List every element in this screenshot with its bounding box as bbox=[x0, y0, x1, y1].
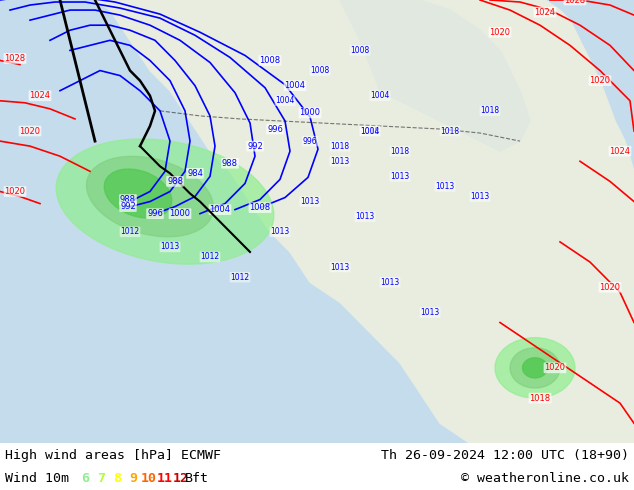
Ellipse shape bbox=[104, 169, 172, 218]
Text: 1028: 1028 bbox=[4, 54, 25, 63]
Text: 1013: 1013 bbox=[420, 308, 439, 317]
Text: 996: 996 bbox=[147, 209, 163, 218]
Text: 7: 7 bbox=[97, 471, 105, 485]
Text: 1004: 1004 bbox=[275, 96, 295, 105]
Text: 1013: 1013 bbox=[391, 172, 410, 181]
Text: 12: 12 bbox=[173, 471, 189, 485]
Text: 1000: 1000 bbox=[299, 108, 321, 118]
Text: 1020: 1020 bbox=[545, 364, 566, 372]
Text: 1018: 1018 bbox=[441, 126, 460, 136]
Text: Bft: Bft bbox=[185, 471, 209, 485]
Text: 11: 11 bbox=[157, 471, 173, 485]
Text: 988: 988 bbox=[120, 195, 136, 204]
Text: 1013: 1013 bbox=[270, 227, 290, 236]
Text: 1004: 1004 bbox=[209, 205, 231, 214]
Text: 1013: 1013 bbox=[380, 278, 399, 287]
Text: 1013: 1013 bbox=[301, 197, 320, 206]
Text: © weatheronline.co.uk: © weatheronline.co.uk bbox=[461, 471, 629, 485]
Text: 1020: 1020 bbox=[600, 283, 621, 292]
Ellipse shape bbox=[522, 358, 548, 378]
Text: Th 26-09-2024 12:00 UTC (18+90): Th 26-09-2024 12:00 UTC (18+90) bbox=[381, 448, 629, 462]
Text: 1018: 1018 bbox=[330, 142, 349, 150]
Text: 1020: 1020 bbox=[20, 126, 41, 136]
Text: 10: 10 bbox=[141, 471, 157, 485]
Text: 1000: 1000 bbox=[169, 209, 190, 218]
Text: 1008: 1008 bbox=[351, 46, 370, 55]
Ellipse shape bbox=[510, 348, 560, 388]
Text: 1024: 1024 bbox=[534, 7, 555, 17]
Polygon shape bbox=[340, 0, 530, 151]
Text: 1013: 1013 bbox=[436, 182, 455, 191]
Text: 1004: 1004 bbox=[285, 81, 306, 90]
Text: 992: 992 bbox=[247, 142, 263, 150]
Text: High wind areas [hPa] ECMWF: High wind areas [hPa] ECMWF bbox=[5, 448, 221, 462]
Text: 1004: 1004 bbox=[360, 126, 380, 136]
Polygon shape bbox=[95, 0, 634, 443]
Ellipse shape bbox=[56, 139, 274, 264]
Text: 6: 6 bbox=[81, 471, 89, 485]
Text: 1020: 1020 bbox=[4, 187, 25, 196]
Text: 1004: 1004 bbox=[370, 91, 390, 100]
Text: 992: 992 bbox=[120, 202, 136, 211]
Text: 1018: 1018 bbox=[361, 126, 380, 136]
Text: 1013: 1013 bbox=[356, 212, 375, 221]
Text: 1018: 1018 bbox=[529, 393, 550, 403]
Text: 984: 984 bbox=[187, 169, 203, 178]
Text: 1020: 1020 bbox=[489, 28, 510, 37]
Text: 1024: 1024 bbox=[609, 147, 630, 156]
Text: 1013: 1013 bbox=[470, 192, 489, 201]
Text: 1008: 1008 bbox=[259, 56, 281, 65]
Text: 1018: 1018 bbox=[481, 106, 500, 115]
Text: 1012: 1012 bbox=[230, 272, 250, 282]
Text: 1013: 1013 bbox=[330, 157, 349, 166]
Text: 988: 988 bbox=[167, 177, 183, 186]
Text: 1028: 1028 bbox=[564, 0, 586, 4]
Text: 1012: 1012 bbox=[200, 252, 219, 262]
Ellipse shape bbox=[86, 156, 214, 237]
Text: 996: 996 bbox=[302, 137, 317, 146]
Text: 1020: 1020 bbox=[590, 76, 611, 85]
Text: 8: 8 bbox=[113, 471, 121, 485]
Text: 1012: 1012 bbox=[120, 227, 139, 236]
Text: 988: 988 bbox=[222, 159, 238, 168]
Text: 1008: 1008 bbox=[311, 66, 330, 75]
Text: 1013: 1013 bbox=[330, 263, 349, 271]
Text: Wind 10m: Wind 10m bbox=[5, 471, 69, 485]
Text: 1024: 1024 bbox=[30, 91, 51, 100]
Text: 9: 9 bbox=[129, 471, 137, 485]
Text: 1013: 1013 bbox=[160, 243, 179, 251]
Text: 1018: 1018 bbox=[391, 147, 410, 156]
Text: 1008: 1008 bbox=[249, 203, 271, 212]
Ellipse shape bbox=[495, 338, 575, 398]
Text: 996: 996 bbox=[267, 124, 283, 133]
